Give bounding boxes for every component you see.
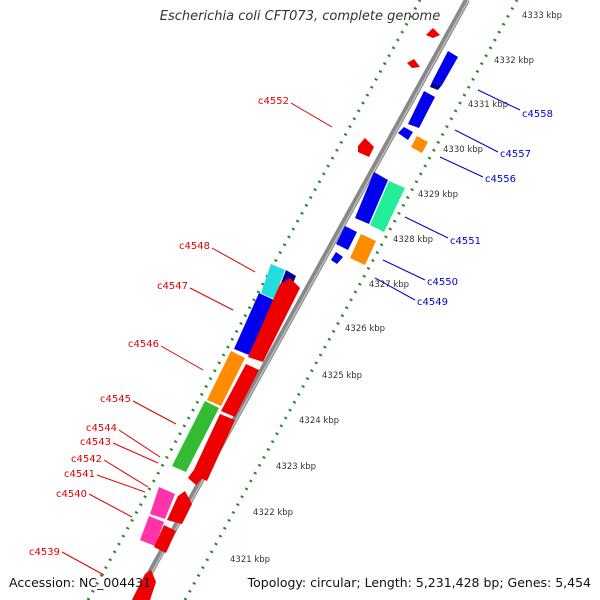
gene-arrow[interactable] — [398, 127, 413, 140]
gene-arrow[interactable] — [188, 471, 202, 485]
gene-label-c4549[interactable]: c4549 — [417, 297, 448, 308]
reverse-strand-genes — [132, 138, 374, 600]
tick-track-right — [183, 0, 519, 600]
gene-label-c4552[interactable]: c4552 — [258, 96, 289, 107]
kbp-label: 4323 kbp — [276, 462, 316, 472]
gene-label-c4544[interactable]: c4544 — [86, 423, 117, 434]
gene-arrow[interactable] — [192, 414, 235, 481]
tick-track-left — [86, 0, 422, 600]
kbp-labels: 4321 kbp 4322 kbp 4323 kbp 4324 kbp 4325… — [230, 11, 562, 565]
gene-label-c4542[interactable]: c4542 — [71, 454, 102, 465]
gene-label-c4557[interactable]: c4557 — [500, 149, 531, 160]
kbp-label: 4328 kbp — [393, 235, 433, 245]
kbp-label: 4329 kbp — [418, 190, 458, 200]
gene-arrow[interactable] — [331, 252, 343, 264]
forward-strand-genes — [331, 28, 458, 265]
gene-arrow[interactable] — [432, 51, 458, 85]
gene-arrow[interactable] — [234, 293, 274, 355]
kbp-label: 4330 kbp — [443, 145, 483, 155]
gene-label-c4546[interactable]: c4546 — [128, 339, 159, 350]
gene-arrow[interactable] — [358, 138, 374, 157]
accession-text: Accession: NC_004431 — [9, 575, 152, 590]
gene-arrow[interactable] — [407, 59, 420, 68]
kbp-label: 4332 kbp — [494, 56, 534, 66]
gene-arrow[interactable] — [140, 516, 164, 546]
gene-label-c4539[interactable]: c4539 — [29, 547, 60, 558]
gene-label-c4556[interactable]: c4556 — [485, 174, 516, 185]
gene-arrow[interactable] — [207, 351, 245, 406]
page-title: Escherichia coli CFT073, complete genome — [159, 9, 441, 24]
genome-backbone-highlight — [135, 0, 470, 600]
gene-label-c4540[interactable]: c4540 — [56, 489, 87, 500]
gene-arrow[interactable] — [248, 278, 300, 362]
gene-label-c4551[interactable]: c4551 — [450, 236, 481, 247]
kbp-label: 4321 kbp — [230, 555, 270, 565]
kbp-label: 4331 kbp — [468, 100, 508, 110]
gene-label-c4548[interactable]: c4548 — [179, 241, 210, 252]
genome-summary-text: Topology: circular; Length: 5,231,428 bp… — [247, 575, 591, 590]
gene-arrow[interactable] — [350, 234, 376, 265]
kbp-label: 4324 kbp — [299, 416, 339, 426]
kbp-label: 4325 kbp — [322, 371, 362, 381]
kbp-label: 4333 kbp — [522, 11, 562, 21]
genome-backbone — [132, 0, 470, 600]
gene-arrow[interactable] — [430, 82, 442, 90]
gene-label-c4558[interactable]: c4558 — [522, 109, 553, 120]
gene-arrow[interactable] — [132, 570, 156, 600]
kbp-label: 4326 kbp — [345, 324, 385, 334]
gene-arrow[interactable] — [336, 226, 357, 250]
forward-gene-labels: c4558 c4557 c4556 c4551 c4550 c4549 — [417, 109, 553, 308]
gene-arrow[interactable] — [411, 136, 428, 153]
leader-lines — [61, 89, 521, 576]
gene-label-c4541[interactable]: c4541 — [64, 469, 95, 480]
gene-arrow[interactable] — [261, 264, 285, 299]
kbp-label: 4327 kbp — [369, 280, 409, 290]
gene-arrow[interactable] — [150, 487, 175, 519]
gene-label-c4545[interactable]: c4545 — [100, 394, 131, 405]
gene-arrow[interactable] — [172, 401, 219, 472]
gene-label-c4543[interactable]: c4543 — [80, 437, 111, 448]
gene-arrow[interactable] — [221, 364, 259, 417]
gene-arrow[interactable] — [355, 172, 388, 224]
gene-arrow[interactable] — [408, 91, 435, 128]
gene-arrow[interactable] — [167, 491, 192, 524]
gene-label-c4550[interactable]: c4550 — [427, 277, 458, 288]
kbp-label: 4322 kbp — [253, 508, 293, 518]
reverse-gene-labels: c4552 c4548 c4547 c4546 c4545 c4544 c454… — [29, 96, 289, 558]
gene-arrow[interactable] — [154, 525, 176, 553]
gene-label-c4547[interactable]: c4547 — [157, 281, 188, 292]
gene-arrow[interactable] — [370, 181, 405, 232]
gene-arrow[interactable] — [426, 28, 440, 38]
